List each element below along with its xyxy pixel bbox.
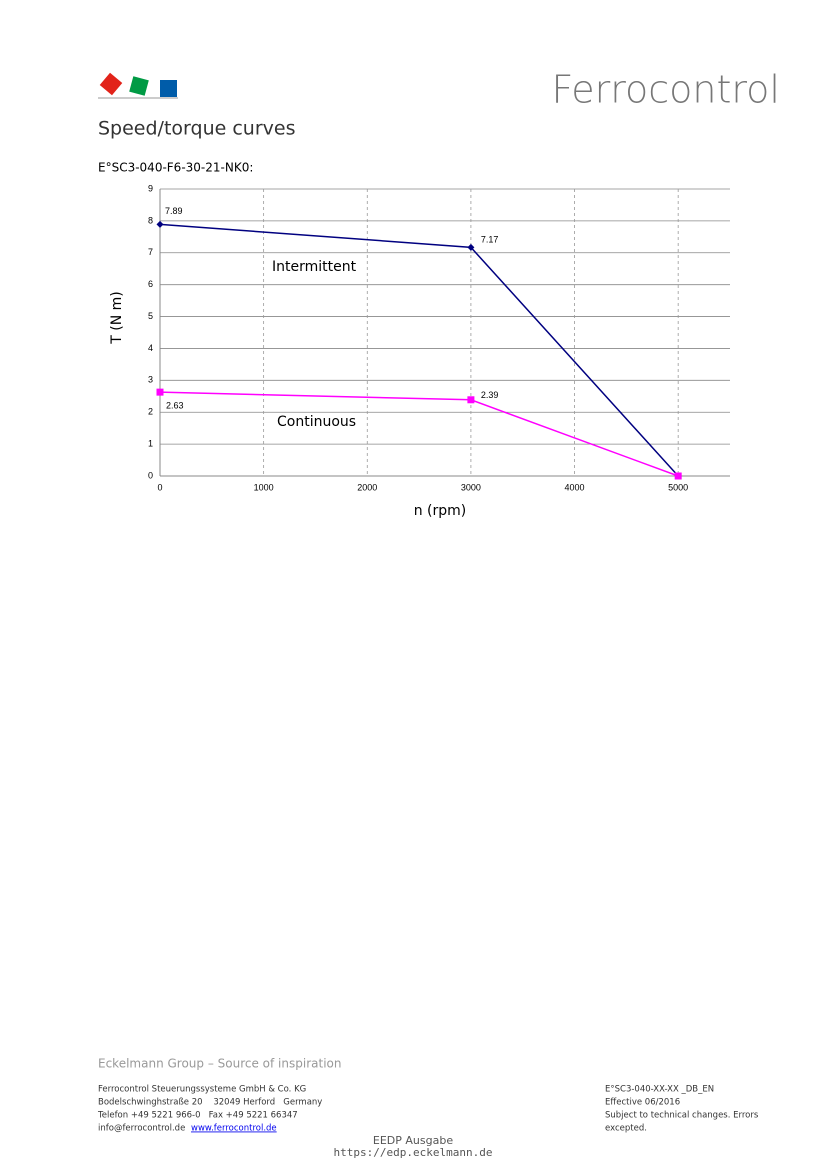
brand: Ferrocontrol <box>551 68 780 112</box>
chart-subtitle: E°SC3-040-F6-30-21-NK0: <box>98 161 253 175</box>
series-label: Continuous <box>277 414 356 430</box>
marker <box>674 472 682 480</box>
marker <box>156 220 164 228</box>
y-tick-label: 4 <box>148 343 153 353</box>
y-tick-label: 3 <box>148 375 153 385</box>
document-id: E°SC3-040-XX-XX _DB_EN <box>605 1085 714 1095</box>
x-tick-label: 3000 <box>461 482 481 492</box>
document-note: excepted. <box>605 1124 647 1134</box>
company-email: info@ferrocontrol.de <box>98 1124 185 1134</box>
y-tick-label: 1 <box>148 438 153 448</box>
chart: 0 1 2 3 4 5 6 7 8 9 0 1000 2000 3000 4000 5000 n (rpm) T … <box>109 183 730 519</box>
company-address: Bodelschwinghstraße 20 32049 Herford Ger… <box>98 1098 322 1108</box>
data-label: 7.89 <box>165 206 183 216</box>
series-label: Intermittent <box>272 259 357 275</box>
y-tick-label: 6 <box>148 279 153 289</box>
x-tick-label: 1000 <box>254 482 274 492</box>
logo <box>98 72 178 99</box>
y-tick-label: 2 <box>148 407 153 417</box>
marker <box>467 396 475 404</box>
plot-area <box>160 189 730 476</box>
y-tick-label: 8 <box>148 215 153 225</box>
data-label: 7.17 <box>481 235 499 245</box>
data-label: 2.39 <box>481 390 499 400</box>
page-title: Speed/torque curves <box>98 118 295 140</box>
y-axis-label: T (N m) <box>109 291 125 345</box>
watermark: EEDP Ausgabe <box>373 1134 453 1147</box>
document-date: Effective 06/2016 <box>605 1098 680 1108</box>
x-tick-label: 0 <box>157 482 162 492</box>
tagline: Eckelmann Group – Source of inspiration <box>98 1057 341 1071</box>
marker <box>156 388 164 396</box>
watermark-url: https://edp.eckelmann.de <box>334 1146 493 1159</box>
document-note: Subject to technical changes. Errors <box>605 1111 759 1121</box>
data-label: 2.63 <box>166 401 184 411</box>
x-tick-label: 4000 <box>565 482 585 492</box>
y-tick-label: 9 <box>148 183 153 193</box>
x-axis-label: n (rpm) <box>414 503 467 519</box>
company-website[interactable]: www.ferrocontrol.de <box>191 1124 277 1134</box>
y-tick-label: 7 <box>148 247 153 257</box>
x-tick-label: 2000 <box>357 482 377 492</box>
x-tick-label: 5000 <box>668 482 688 492</box>
y-tick-label: 0 <box>148 470 153 480</box>
y-tick-label: 5 <box>148 311 153 321</box>
marker <box>467 243 475 251</box>
company-phone: Telefon +49 5221 966-0 Fax +49 5221 6634… <box>97 1111 298 1121</box>
company-name: Ferrocontrol Steuerungssysteme GmbH & Co… <box>98 1085 306 1095</box>
